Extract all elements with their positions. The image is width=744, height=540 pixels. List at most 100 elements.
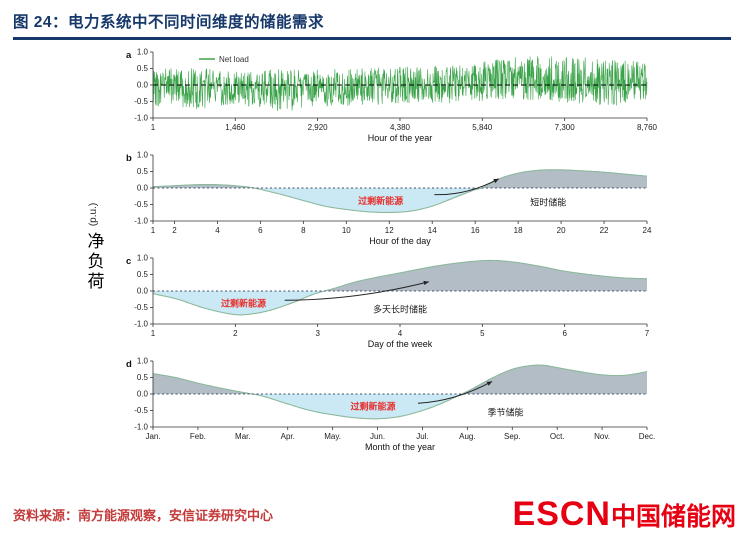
svg-text:7: 7 [645, 329, 650, 338]
netload-noise-trace [152, 56, 648, 112]
storage-arrowhead [493, 178, 499, 184]
excess-renewables-fill [153, 394, 647, 419]
subplot-b: 1.0 0.5 0.0 -0.5 -1.0 1 2 4 6 8 10 12 14 16 18 20 22 24 Ho… [113, 149, 669, 249]
svg-text:2: 2 [233, 329, 238, 338]
svg-text:6: 6 [258, 226, 263, 235]
escn-logo-en: ESCN [512, 495, 611, 533]
panel-letter-a: a [126, 50, 132, 61]
svg-text:1: 1 [151, 123, 156, 132]
figure-title: 图 24：电力系统中不同时间维度的储能需求 [13, 14, 325, 31]
subplot-a-canvas: 1.0 0.5 0.0 -0.5 -1.01 1,460 2,920 4,380 5,840 7,… [126, 48, 658, 144]
storage-arrow [284, 281, 429, 301]
svg-text:-0.5: -0.5 [134, 97, 148, 106]
escn-logo: ESCN 中国储能网 [513, 495, 736, 534]
subplot-b-canvas: 1.00.50.0-0.5-1.01 2 4 6 8 10 12 14 16 18 20 22 24Ho… [126, 151, 652, 247]
svg-text:1.0: 1.0 [137, 357, 149, 366]
svg-text:4,380: 4,380 [390, 123, 411, 132]
svg-text:Oct.: Oct. [550, 432, 565, 441]
storage-arrow [417, 381, 493, 404]
y-axis-unit: (p.u.) [88, 202, 100, 227]
svg-text:1,460: 1,460 [225, 123, 246, 132]
excess-renewables-fill [153, 188, 647, 213]
multiday-storage-label: 多天长时储能 [373, 303, 427, 314]
x-axis-title: Month of the year [365, 442, 435, 452]
svg-text:Nov.: Nov. [594, 432, 610, 441]
positive-netload-fill [153, 169, 647, 188]
svg-text:0.0: 0.0 [137, 184, 149, 193]
svg-text:1.0: 1.0 [137, 254, 149, 263]
excess-renewables-label-d: 过剩新能源 [351, 401, 396, 412]
subplot-d: 1.0 0.5 0.0 -0.5 -1.0 Jan. Feb. Mar. Apr. May. Jun… [113, 355, 669, 455]
svg-text:Jun.: Jun. [370, 432, 385, 441]
svg-text:20: 20 [557, 226, 566, 235]
seasonal-storage-label: 季节储能 [488, 406, 524, 417]
svg-text:Aug.: Aug. [459, 432, 475, 441]
svg-text:14: 14 [428, 226, 437, 235]
figure-area: (p.u.) 净负荷 1.0 0.5 0.0 -0.5 -1.0 1 1,460 2,920 4… [0, 46, 744, 455]
svg-text:-1.0: -1.0 [134, 217, 148, 226]
svg-text:-1.0: -1.0 [134, 114, 148, 123]
svg-text:0.5: 0.5 [137, 64, 149, 73]
svg-text:May.: May. [324, 432, 341, 441]
figure-footer: 资料来源：南方能源观察，安信证券研究中心 ESCN 中国储能网 [13, 495, 736, 534]
storage-arrowhead [486, 381, 493, 386]
svg-text:7,300: 7,300 [555, 123, 576, 132]
source-note: 资料来源：南方能源观察，安信证券研究中心 [13, 508, 274, 523]
svg-text:1: 1 [151, 226, 156, 235]
svg-text:-0.5: -0.5 [134, 406, 148, 415]
svg-text:-0.5: -0.5 [134, 303, 148, 312]
excess-renewables-label-b: 过剩新能源 [358, 195, 403, 206]
storage-arrow [434, 178, 500, 196]
svg-text:Mar.: Mar. [235, 432, 251, 441]
excess-renewables-fill [153, 291, 647, 315]
excess-renewables-label-c: 过剩新能源 [221, 298, 266, 309]
positive-netload-fill [153, 365, 647, 394]
panel-letter-d: d [126, 359, 132, 370]
svg-text:Jan.: Jan. [145, 432, 160, 441]
svg-text:4: 4 [398, 329, 403, 338]
svg-text:18: 18 [514, 226, 523, 235]
svg-text:-1.0: -1.0 [134, 423, 148, 432]
svg-text:Sep.: Sep. [504, 432, 520, 441]
svg-text:4: 4 [215, 226, 220, 235]
x-axis-title: Day of the week [368, 339, 433, 349]
charts-stack: 1.0 0.5 0.0 -0.5 -1.0 1 1,460 2,920 4,380 5,840 7,… [113, 46, 669, 455]
svg-text:0.0: 0.0 [137, 81, 149, 90]
svg-text:8,760: 8,760 [637, 123, 658, 132]
svg-text:Dec.: Dec. [639, 432, 655, 441]
subplot-a: 1.0 0.5 0.0 -0.5 -1.0 1 1,460 2,920 4,380 5,840 7,… [113, 46, 669, 146]
svg-text:2: 2 [172, 226, 177, 235]
svg-text:0.0: 0.0 [137, 390, 149, 399]
header-rule [13, 37, 731, 40]
svg-text:5: 5 [480, 329, 485, 338]
panel-letter-c: c [126, 256, 131, 267]
svg-text:0.0: 0.0 [137, 287, 149, 296]
svg-text:8: 8 [301, 226, 306, 235]
svg-text:5,840: 5,840 [472, 123, 493, 132]
svg-text:2,920: 2,920 [308, 123, 329, 132]
svg-text:1: 1 [151, 329, 156, 338]
svg-text:-1.0: -1.0 [134, 320, 148, 329]
svg-text:Apr.: Apr. [281, 432, 295, 441]
svg-text:22: 22 [600, 226, 609, 235]
svg-text:1.0: 1.0 [137, 48, 149, 57]
panel-letter-b: b [126, 153, 132, 164]
short-duration-storage-label: 短时储能 [530, 197, 566, 208]
y-axis-label: (p.u.) 净负荷 [75, 46, 113, 455]
svg-text:0.5: 0.5 [137, 270, 149, 279]
netload-curve [152, 169, 648, 213]
legend-label: Net load [219, 55, 249, 64]
svg-text:6: 6 [562, 329, 567, 338]
x-axis-title: Hour of the day [369, 236, 431, 246]
svg-text:Feb.: Feb. [190, 432, 206, 441]
svg-text:0.5: 0.5 [137, 373, 149, 382]
subplot-c: 1.0 0.5 0.0 -0.5 -1.0 1 2 3 4 5 6 7 Day of the week c… [113, 252, 669, 352]
subplot-c-canvas: 1.0 0.5 0.0 -0.5 -1.01 2 3 4 5 6 7 Day of the week c… [126, 254, 650, 350]
netload-curve [152, 364, 648, 420]
figure-header: 图 24：电力系统中不同时间维度的储能需求 [0, 0, 744, 40]
svg-text:Jul.: Jul. [416, 432, 428, 441]
x-axis-title: Hour of the year [368, 133, 433, 143]
svg-text:12: 12 [385, 226, 394, 235]
